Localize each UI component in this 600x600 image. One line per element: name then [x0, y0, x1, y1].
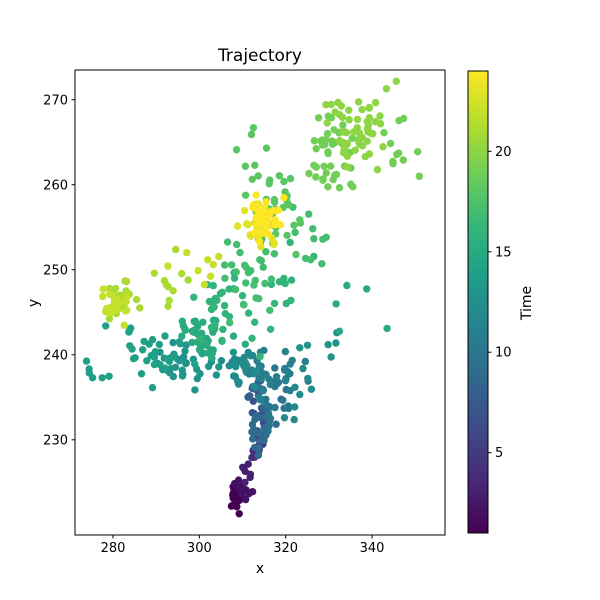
y-tick-label: 260: [43, 178, 68, 193]
y-tick-label: 230: [43, 433, 68, 448]
scatter-points: [82, 77, 423, 518]
colorbar-ticks: 5 10 15 20: [488, 145, 512, 461]
y-axis-label: y: [26, 298, 42, 308]
cluster-t13: [296, 329, 341, 361]
cluster-t14: [82, 357, 113, 382]
plot-border: [74, 69, 446, 536]
cluster-t20: [365, 77, 400, 120]
cluster-t12: [280, 364, 316, 424]
colorbar-tick-label: 10: [495, 346, 512, 361]
cluster-t16: [266, 238, 318, 333]
cluster-t15: [332, 281, 391, 335]
colorbar-tick-label: 5: [495, 446, 503, 461]
cluster-t14: [102, 322, 206, 392]
y-tick-label: 240: [43, 348, 68, 363]
cluster-t3: [239, 460, 255, 487]
cluster-t11: [272, 347, 312, 395]
cluster-t19: [305, 112, 357, 192]
cluster-t22: [99, 285, 131, 329]
x-axis-ticks: 280 300 320 340: [101, 535, 385, 556]
y-tick-label: 250: [43, 263, 68, 278]
cluster-t17: [289, 203, 330, 268]
colorbar-tick-label: 20: [495, 145, 512, 160]
cluster-t20: [322, 98, 387, 174]
cluster-t24: [249, 191, 288, 246]
x-axis-label: x: [255, 561, 265, 577]
x-tick-label: 340: [360, 541, 385, 556]
colorbar-label: Time: [519, 285, 535, 321]
colorbar: [467, 70, 489, 534]
x-tick-label: 300: [187, 541, 212, 556]
cluster-t22: [164, 248, 223, 289]
cluster-t2: [230, 476, 257, 504]
cluster-t21: [150, 245, 192, 310]
cluster-t12: [217, 348, 260, 391]
x-tick-label: 320: [273, 541, 298, 556]
x-tick-label: 280: [101, 541, 126, 556]
cluster-t16: [190, 268, 264, 361]
cluster-t10: [259, 385, 279, 435]
cluster-t18: [232, 124, 271, 204]
colorbar-tick-label: 15: [495, 245, 512, 260]
chart-title: Trajectory: [218, 46, 302, 66]
y-axis-ticks: 230 240 250 260 270: [43, 93, 75, 448]
y-tick-label: 270: [43, 93, 68, 108]
